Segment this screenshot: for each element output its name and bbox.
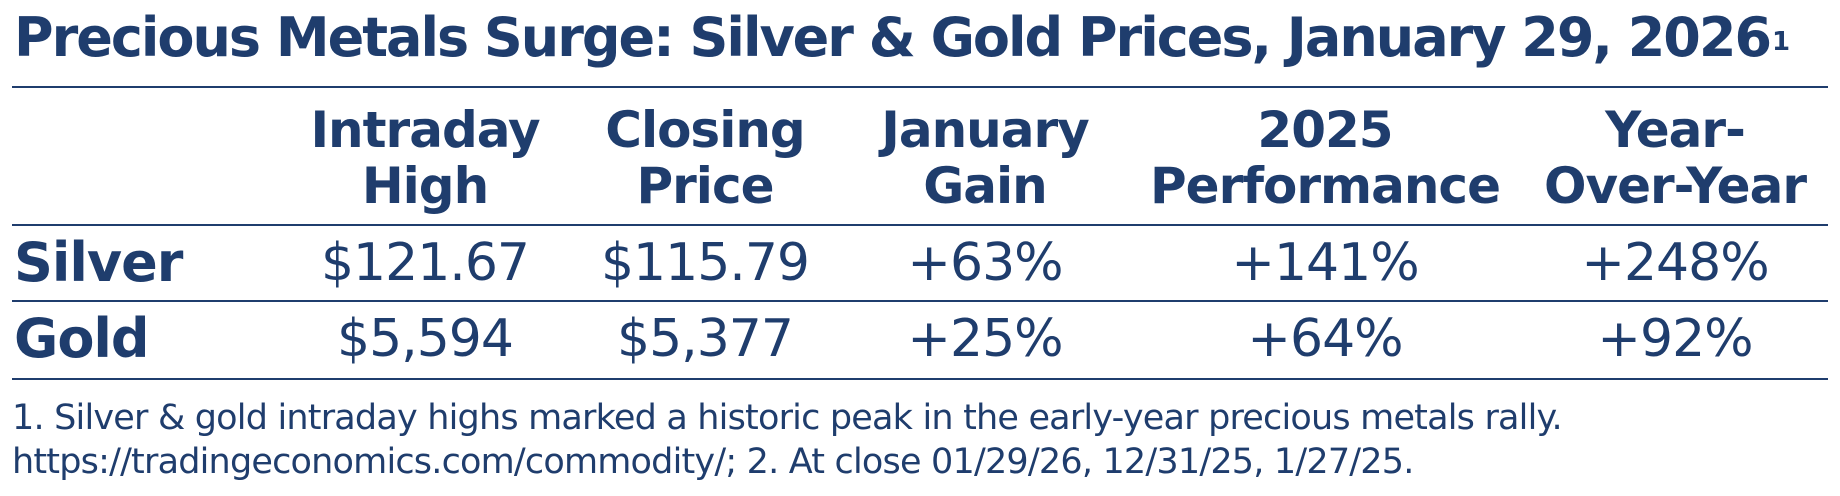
row-rule xyxy=(12,300,1828,302)
gold-year-over-year: +92% xyxy=(1597,309,1753,369)
header-closing-price: Closing Price xyxy=(570,96,840,220)
silver-closing-price: $115.79 xyxy=(600,233,810,293)
silver-intraday-high: $121.67 xyxy=(320,233,530,293)
header-january-gain: January Gain xyxy=(840,96,1130,220)
footnote-line-1: 1. Silver & gold intraday highs marked a… xyxy=(12,398,1563,438)
footnote: 1. Silver & gold intraday highs marked a… xyxy=(12,396,1563,484)
gold-intraday-high: $5,594 xyxy=(337,309,514,369)
silver-year-over-year: +248% xyxy=(1581,233,1769,293)
header-line2: Gain xyxy=(923,157,1048,215)
row-label-gold: Gold xyxy=(14,307,150,370)
page-title: Precious Metals Surge: Silver & Gold Pri… xyxy=(14,6,1790,70)
header-line2: High xyxy=(361,157,489,215)
header-line1: Intraday xyxy=(310,101,540,159)
header-line1: 2025 xyxy=(1257,101,1393,159)
header-line2: Over-Year xyxy=(1544,157,1807,215)
gold-january-gain: +25% xyxy=(907,309,1063,369)
header-line1: Year- xyxy=(1605,101,1746,159)
silver-january-gain: +63% xyxy=(907,233,1063,293)
header-year-over-year: Year- Over-Year xyxy=(1520,96,1830,220)
title-footnote-marker: 1 xyxy=(1772,27,1791,57)
header-intraday-high: Intraday High xyxy=(280,96,570,220)
header-rule xyxy=(12,224,1828,226)
header-line1: January xyxy=(881,101,1090,159)
header-2025-performance: 2025 Performance xyxy=(1130,96,1520,220)
top-rule xyxy=(12,86,1828,88)
header-line2: Performance xyxy=(1150,157,1501,215)
header-line1: Closing xyxy=(605,101,805,159)
gold-2025-performance: +64% xyxy=(1247,309,1403,369)
footnote-line-2: https://tradingeconomics.com/commodity/;… xyxy=(12,442,1414,482)
header-line2: Price xyxy=(636,157,775,215)
gold-closing-price: $5,377 xyxy=(617,309,794,369)
row-label-silver: Silver xyxy=(14,231,183,294)
silver-2025-performance: +141% xyxy=(1231,233,1419,293)
title-text: Precious Metals Surge: Silver & Gold Pri… xyxy=(14,6,1772,69)
bottom-rule xyxy=(12,378,1828,380)
